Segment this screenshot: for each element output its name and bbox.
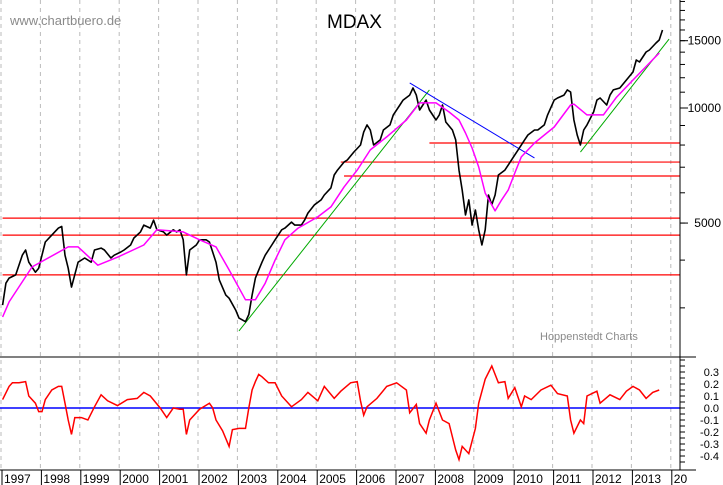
x-tick-label: 2009: [477, 472, 504, 485]
price-line: [1, 29, 664, 323]
osc-tick-label: -0.1: [700, 415, 719, 427]
x-tick-label: 2012: [595, 472, 622, 485]
x-tick-label: 2004: [280, 472, 307, 485]
osc-tick-label: -0.3: [700, 439, 719, 451]
osc-tick-label: -0.2: [700, 427, 719, 439]
osc-tick-label: 0.2: [704, 379, 719, 391]
x-tick-label: 2008: [437, 472, 464, 485]
x-tick-label: 1998: [43, 472, 70, 485]
oscillator-line: [1, 364, 660, 463]
x-tick-label: 2006: [359, 472, 386, 485]
x-tick-label: 2003: [240, 472, 267, 485]
credit-label: Hoppenstedt Charts: [540, 331, 638, 343]
x-tick-label: 20: [674, 472, 688, 485]
x-tick-label: 2011: [556, 472, 582, 485]
x-tick-label: 2002: [201, 472, 228, 485]
uptrend-line: [238, 89, 430, 332]
watermark: www.chartbuero.de: [10, 13, 122, 28]
osc-tick-label: 0.1: [704, 391, 719, 403]
x-tick-label: 2010: [516, 472, 543, 485]
x-tick-label: 2001: [162, 472, 189, 485]
y-tick-label: 10000: [688, 101, 722, 115]
x-tick-label: 2000: [122, 472, 149, 485]
x-tick-label: 1997: [4, 472, 31, 485]
moving-average-line: [1, 52, 660, 318]
downtrend-line: [409, 82, 535, 159]
y-tick-label: 5000: [694, 216, 721, 230]
x-tick-label: 2005: [319, 472, 346, 485]
osc-tick-label: 0.3: [704, 367, 719, 379]
x-tick-label: 2013: [634, 472, 661, 485]
osc-tick-label: 0.0: [704, 403, 719, 415]
x-tick-label: 1999: [83, 472, 110, 485]
osc-tick-label: -0.4: [700, 451, 719, 463]
x-tick-label: 2007: [398, 472, 425, 485]
y-tick-label: 15000: [688, 34, 722, 48]
chart-title: MDAX: [327, 12, 382, 33]
